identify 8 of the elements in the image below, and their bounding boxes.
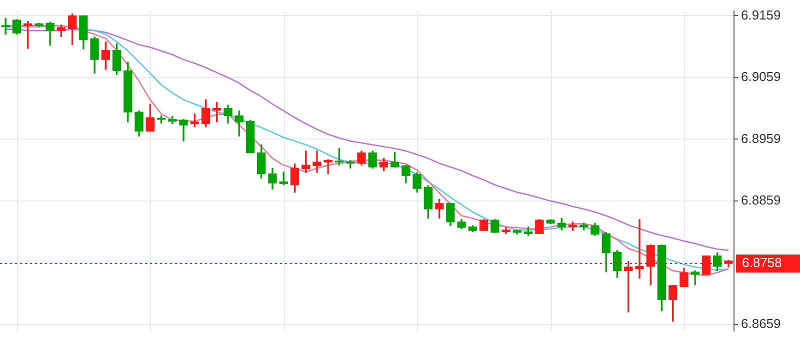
y-tick-label: 6.8959 — [741, 130, 781, 146]
y-tick-label: 6.8859 — [741, 192, 781, 208]
ref-line-label: 6.8758 — [742, 255, 782, 270]
candlestick — [512, 230, 522, 235]
y-tick-label: 6.9059 — [741, 69, 781, 84]
candlestick — [334, 148, 344, 166]
y-tick-label: 6.9159 — [741, 7, 781, 22]
y-tick-label: 6.8659 — [741, 316, 781, 331]
